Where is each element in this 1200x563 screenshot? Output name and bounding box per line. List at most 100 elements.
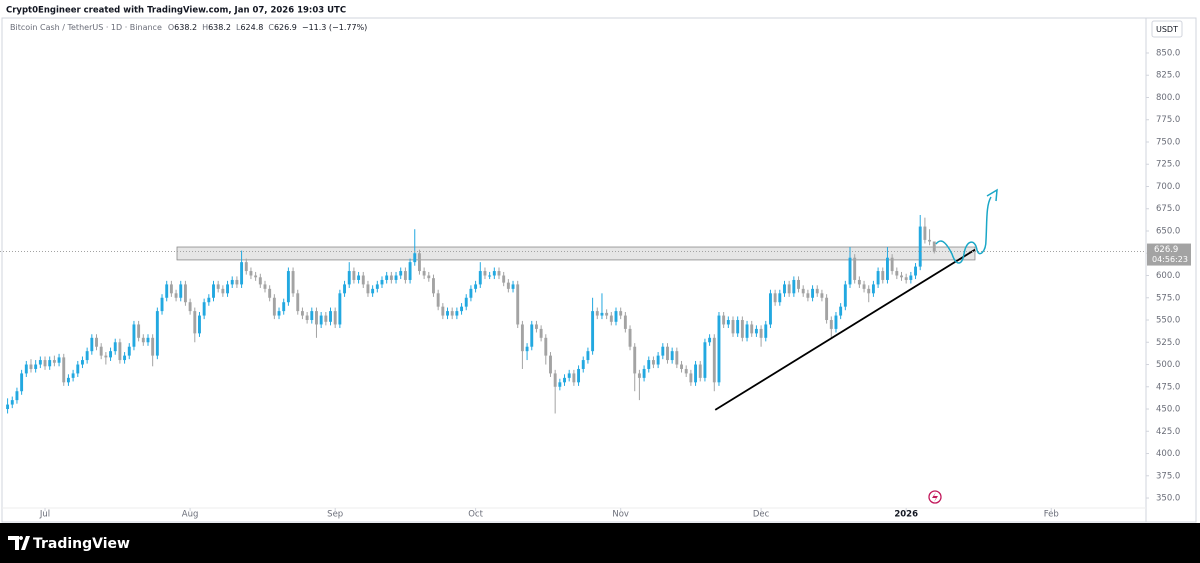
candle-body	[277, 311, 281, 316]
candle-body	[132, 324, 136, 347]
candle-body	[670, 351, 674, 361]
candle-body	[839, 306, 843, 316]
y-tick-label: 775.0	[1156, 115, 1180, 125]
event-icon[interactable]	[928, 490, 942, 504]
candle-body	[829, 320, 833, 329]
candle-body	[534, 324, 538, 329]
candle-body	[581, 360, 585, 369]
candle-body	[563, 377, 566, 383]
ohlc-letter: L	[236, 23, 241, 32]
open: 638.2	[174, 23, 197, 32]
candle-body	[539, 328, 543, 338]
candle-body	[881, 271, 885, 280]
candle-body	[90, 337, 94, 352]
candle-body	[586, 351, 590, 361]
candle-body	[296, 293, 300, 312]
candle-body	[558, 382, 562, 387]
candle-body	[834, 315, 838, 329]
candle-body	[118, 342, 122, 361]
candle-body	[520, 324, 524, 352]
candle-body	[623, 315, 627, 329]
candle-body	[76, 364, 80, 374]
candle-body	[455, 311, 459, 316]
candle-body	[684, 368, 688, 374]
candle-body	[895, 271, 899, 276]
candle-body	[661, 346, 665, 356]
y-tick-label: 650.0	[1156, 227, 1180, 237]
candle-body	[909, 275, 913, 280]
candle-body	[352, 271, 356, 280]
candle-body	[619, 311, 623, 316]
x-tick-label: Sep	[327, 510, 343, 520]
candle-body	[595, 311, 599, 316]
low: 624.8	[240, 23, 263, 32]
candle-body	[305, 315, 309, 321]
candle-body	[469, 288, 473, 298]
candle-body	[764, 324, 768, 338]
candle-body	[783, 284, 786, 294]
candle-body	[20, 373, 24, 392]
candle-body	[146, 337, 150, 343]
candle-body	[694, 364, 698, 383]
candle-body	[413, 253, 417, 263]
candle-body	[825, 297, 829, 321]
currency[interactable]: USDT	[1156, 25, 1178, 34]
candle-body	[717, 315, 721, 383]
candle-body	[759, 328, 763, 338]
y-tick-label: 825.0	[1156, 71, 1180, 81]
x-tick-label: 2026	[894, 510, 918, 520]
candle-body	[85, 351, 89, 361]
candle-body	[436, 293, 440, 307]
candle-body	[474, 284, 478, 289]
candle-body	[811, 288, 815, 298]
candle-body	[890, 257, 894, 272]
candle-body	[202, 302, 206, 316]
candle-body	[226, 284, 229, 294]
candle-body	[506, 282, 510, 289]
x-tick-label: Nov	[612, 510, 629, 520]
close: 626.9	[274, 23, 297, 32]
candle-body	[614, 311, 618, 322]
candle-body	[853, 257, 857, 280]
candle-body	[797, 279, 800, 289]
candle-body	[174, 293, 178, 298]
y-tick-label: 425.0	[1156, 427, 1180, 437]
trend-line	[714, 248, 976, 411]
candle-body	[198, 315, 201, 334]
y-tick-label: 750.0	[1156, 137, 1180, 147]
candle-body	[450, 311, 454, 316]
candle-body	[647, 360, 651, 369]
ohlc-letter: C	[268, 23, 274, 32]
y-tick-label: 575.0	[1156, 293, 1180, 303]
candle-body	[750, 324, 754, 334]
candle-body	[109, 351, 112, 358]
chart-frame	[1, 17, 1197, 523]
candle-body	[380, 279, 384, 285]
candle-body	[843, 284, 847, 307]
candle-body	[820, 293, 824, 298]
candle-body	[712, 337, 716, 383]
currency-box[interactable]	[1151, 20, 1183, 38]
candle-body	[722, 315, 726, 325]
candle-body	[867, 288, 871, 294]
candle-body	[286, 271, 290, 303]
candle-body	[815, 288, 819, 294]
candle-body	[394, 275, 398, 280]
candle-body	[577, 368, 581, 383]
y-tick-label: 550.0	[1156, 316, 1180, 326]
candle-body	[553, 373, 557, 387]
candle-body	[862, 284, 866, 289]
candle-body	[768, 293, 772, 325]
candle-body	[642, 368, 646, 378]
candle-body	[375, 284, 379, 289]
x-tick-label: Dec	[753, 510, 770, 520]
y-tick-label: 400.0	[1156, 449, 1180, 459]
candle-body	[923, 226, 927, 240]
candle-body	[282, 302, 286, 312]
candle-body	[34, 364, 38, 369]
candle-body	[698, 364, 702, 378]
candle-body	[708, 337, 712, 343]
